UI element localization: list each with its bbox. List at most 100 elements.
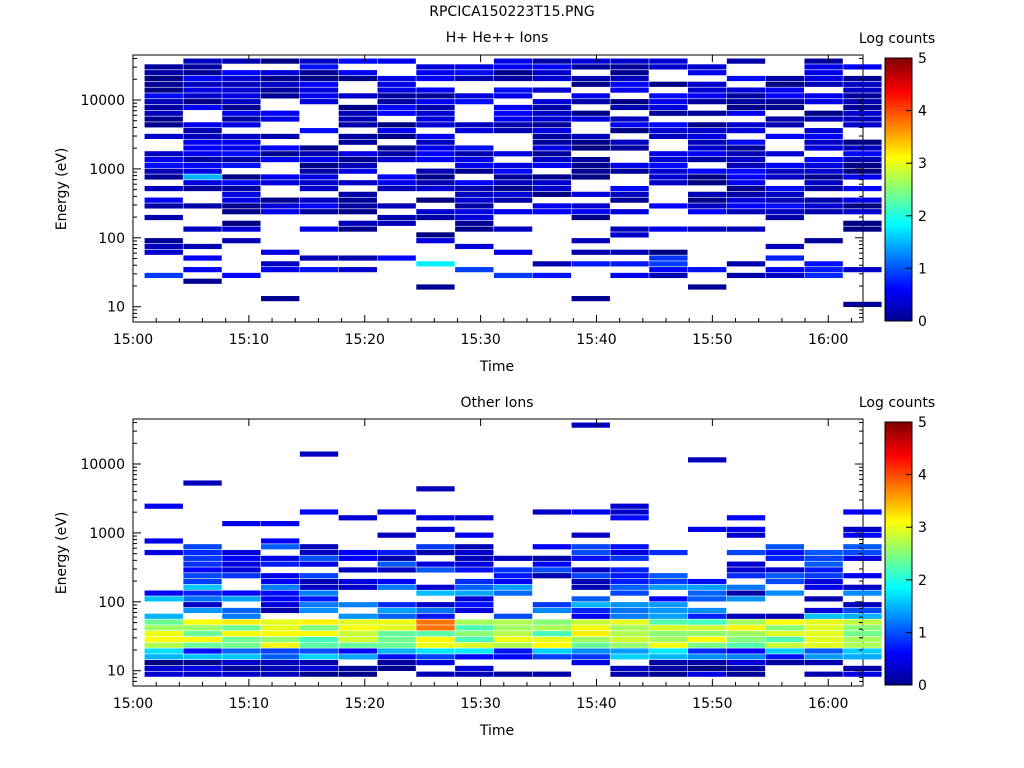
- spectrogram-cell: [338, 665, 377, 671]
- spectrogram-cell: [571, 203, 610, 209]
- x-tick-label: 15:10: [229, 332, 269, 348]
- spectrogram-cell: [843, 631, 882, 637]
- spectrogram-cell: [610, 145, 649, 151]
- spectrogram-cell: [610, 631, 649, 637]
- spectrogram-cell: [765, 660, 804, 666]
- spectrogram-cell: [455, 671, 494, 677]
- spectrogram-cell: [144, 503, 183, 509]
- spectrogram-cell: [377, 58, 416, 64]
- spectrogram-cell: [299, 561, 339, 567]
- spectrogram-cell: [765, 625, 804, 631]
- spectrogram-cell: [726, 596, 766, 602]
- spectrogram-cell: [261, 671, 300, 677]
- spectrogram-cell: [222, 209, 261, 215]
- spectrogram-cell: [261, 520, 300, 527]
- spectrogram-cell: [688, 660, 727, 666]
- spectrogram-cell: [183, 555, 222, 561]
- spectrogram-cell: [843, 185, 882, 192]
- spectrogram-cell: [726, 75, 766, 82]
- spectrogram-cell: [183, 185, 222, 192]
- spectrogram-cell: [377, 532, 416, 538]
- colorbar-tick-label: 0: [918, 314, 927, 330]
- spectrogram-cell: [416, 145, 455, 151]
- spectrogram-cell: [765, 87, 804, 93]
- spectrogram-cell: [610, 602, 649, 608]
- spectrogram-cell: [455, 654, 494, 660]
- spectrogram-cell: [416, 168, 455, 174]
- spectrogram-cell: [299, 185, 339, 192]
- x-axis-label: Time: [479, 723, 514, 739]
- spectrogram-cell: [688, 99, 727, 105]
- spectrogram-cell: [726, 272, 766, 279]
- spectrogram-cell: [571, 249, 610, 255]
- spectrogram-cell: [416, 93, 455, 99]
- spectrogram-cell: [804, 631, 843, 637]
- spectrogram-cell: [843, 162, 882, 168]
- spectrogram-cell: [610, 232, 649, 238]
- spectrogram-cell: [183, 578, 222, 585]
- spectrogram-cell: [261, 665, 300, 671]
- spectrogram-cell: [416, 87, 455, 93]
- spectrogram-cell: [493, 209, 533, 215]
- spectrogram-cell: [493, 226, 533, 232]
- spectrogram-cell: [571, 116, 610, 122]
- spectrogram-cell: [261, 203, 300, 209]
- spectrogram-cell: [726, 625, 766, 631]
- spectrogram-cell: [144, 636, 183, 643]
- x-tick-label: 15:10: [229, 696, 269, 712]
- spectrogram-cell: [649, 671, 688, 677]
- spectrogram-cell: [183, 70, 222, 76]
- spectrogram-cell: [416, 584, 455, 590]
- spectrogram-cell: [532, 162, 572, 168]
- colorbar-tick-label: 5: [918, 51, 927, 67]
- spectrogram-cell: [377, 561, 416, 567]
- spectrogram-cell: [804, 174, 843, 180]
- spectrogram-cells: [144, 422, 882, 677]
- spectrogram-cell: [377, 578, 416, 585]
- spectrogram-cell: [571, 58, 610, 64]
- y-axis-label: Energy (eV): [54, 148, 70, 231]
- spectrogram-cell: [571, 261, 610, 267]
- spectrogram-cell: [144, 122, 183, 128]
- spectrogram-cell: [299, 267, 339, 273]
- colorbar-tick-label: 3: [918, 156, 927, 172]
- spectrogram-cell: [804, 58, 843, 64]
- spectrogram-cell: [688, 648, 727, 654]
- spectrogram-cell: [493, 648, 533, 654]
- spectrogram-cell: [532, 272, 572, 279]
- spectrogram-cell: [571, 64, 610, 70]
- spectrogram-cell: [571, 636, 610, 643]
- spectrogram-cell: [338, 602, 377, 608]
- spectrogram-cell: [455, 636, 494, 643]
- spectrogram-cell: [688, 203, 727, 209]
- spectrogram-cell: [804, 642, 843, 648]
- spectrogram-cell: [377, 619, 416, 625]
- spectrogram-cell: [261, 578, 300, 585]
- spectrogram-cell: [377, 185, 416, 192]
- x-tick-label: 15:50: [692, 332, 732, 348]
- spectrogram-cell: [299, 151, 339, 157]
- spectrogram-cell: [610, 81, 649, 87]
- spectrogram-cell: [377, 567, 416, 573]
- spectrogram-cell: [532, 544, 572, 550]
- spectrogram-cell: [610, 590, 649, 596]
- spectrogram-cell: [222, 116, 261, 122]
- spectrogram-cell: [571, 168, 610, 174]
- page-title: RPCICA150223T15.PNG: [429, 4, 595, 20]
- spectrogram-cell: [261, 544, 300, 550]
- spectrogram-cell: [299, 573, 339, 579]
- spectrogram-cell: [183, 573, 222, 579]
- spectrogram-cell: [144, 185, 183, 192]
- colorbar-tick-label: 1: [918, 261, 927, 277]
- spectrogram-cell: [455, 515, 494, 521]
- spectrogram-cell: [765, 654, 804, 660]
- spectrogram-cell: [571, 555, 610, 561]
- spectrogram-cell: [261, 93, 300, 99]
- spectrogram-cell: [649, 93, 688, 99]
- spectrogram-cell: [532, 509, 572, 515]
- spectrogram-cell: [688, 64, 727, 70]
- colorbar-tick-label: 4: [918, 104, 927, 120]
- spectrogram-cell: [261, 58, 300, 64]
- spectrogram-cell: [377, 584, 416, 590]
- spectrogram-cell: [571, 162, 610, 168]
